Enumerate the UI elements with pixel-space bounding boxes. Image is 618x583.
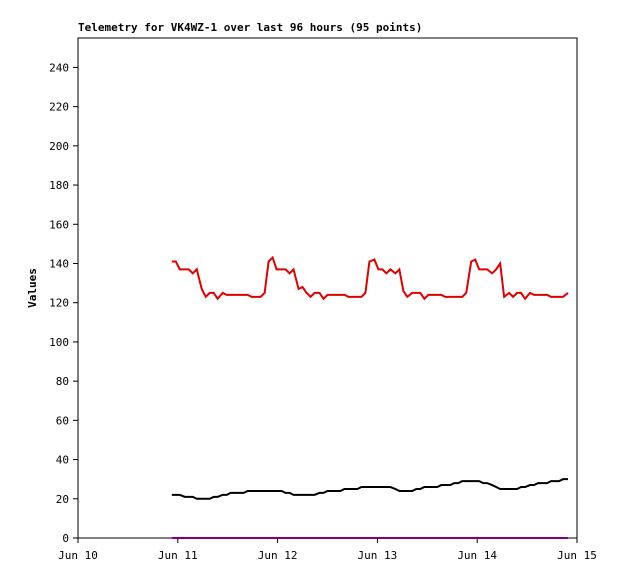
x-tick-label: Jun 12 <box>258 549 298 562</box>
y-axis-label: Values <box>26 268 39 308</box>
x-tick-label: Jun 15 <box>557 549 597 562</box>
y-tick-label: 100 <box>49 336 69 349</box>
y-tick-label: 180 <box>49 179 69 192</box>
series-line <box>171 478 569 500</box>
y-tick-label: 60 <box>56 414 69 427</box>
y-tick-label: 120 <box>49 297 69 310</box>
x-tick-label: Jun 13 <box>358 549 398 562</box>
y-tick-label: 200 <box>49 140 69 153</box>
y-tick-label: 80 <box>56 375 69 388</box>
y-tick-label: 20 <box>56 493 69 506</box>
x-tick-label: Jun 14 <box>457 549 497 562</box>
x-tick-label: Jun 11 <box>158 549 198 562</box>
x-tick-label: Jun 10 <box>58 549 98 562</box>
y-tick-label: 220 <box>49 101 69 114</box>
y-tick-label: 0 <box>62 532 69 545</box>
series-line <box>171 255 569 301</box>
y-tick-label: 40 <box>56 454 69 467</box>
y-tick-label: 160 <box>49 218 69 231</box>
y-tick-label: 140 <box>49 257 69 270</box>
chart-title: Telemetry for VK4WZ-1 over last 96 hours… <box>78 21 422 34</box>
y-tick-label: 240 <box>49 61 69 74</box>
